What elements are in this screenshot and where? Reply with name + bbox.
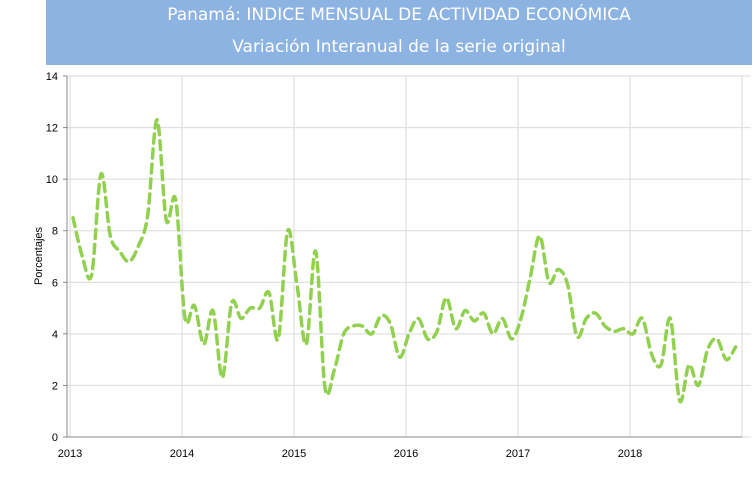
- x-tick-label: 2017: [506, 448, 530, 460]
- y-tick-label: 14: [46, 71, 58, 83]
- chart-subtitle: Variación Interanual de la serie origina…: [232, 37, 566, 57]
- y-tick-label: 0: [52, 432, 58, 444]
- y-tick-label: 4: [52, 329, 58, 341]
- x-tick-label: 2014: [170, 448, 194, 460]
- y-tick-label: 6: [52, 277, 58, 289]
- x-tick-label: 2018: [618, 448, 642, 460]
- series-line: [71, 118, 738, 404]
- chart-banner: Panamá: INDICE MENSUAL DE ACTIVIDAD ECON…: [46, 0, 752, 65]
- y-tick-label: 12: [46, 123, 58, 135]
- y-tick-label: 10: [46, 174, 58, 186]
- x-tick-label: 2013: [58, 448, 82, 460]
- x-tick-label: 2016: [394, 448, 418, 460]
- y-tick-label: 2: [52, 380, 58, 392]
- x-tick-label: 2015: [282, 448, 306, 460]
- y-tick-label: 8: [52, 226, 58, 238]
- chart-title: Panamá: INDICE MENSUAL DE ACTIVIDAD ECON…: [167, 5, 631, 25]
